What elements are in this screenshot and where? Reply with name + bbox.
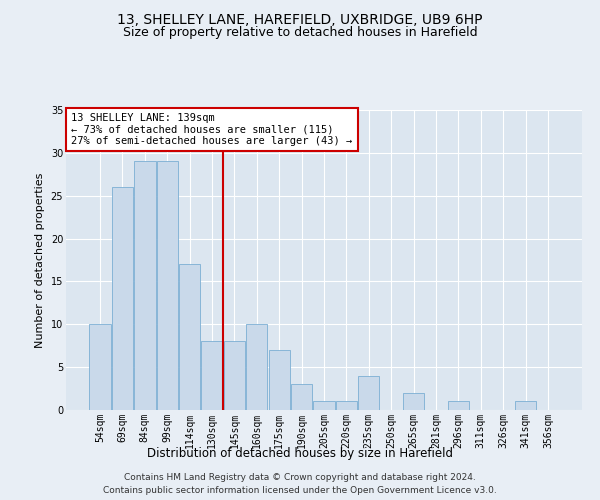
Bar [448, 402, 469, 410]
Bar [269, 350, 290, 410]
Bar [403, 393, 424, 410]
Bar [157, 162, 178, 410]
Bar [291, 384, 312, 410]
Text: Contains HM Land Registry data © Crown copyright and database right 2024.
Contai: Contains HM Land Registry data © Crown c… [103, 474, 497, 495]
Bar [89, 324, 111, 410]
Bar [202, 342, 223, 410]
Bar [336, 402, 357, 410]
Text: Size of property relative to detached houses in Harefield: Size of property relative to detached ho… [122, 26, 478, 39]
Text: 13, SHELLEY LANE, HAREFIELD, UXBRIDGE, UB9 6HP: 13, SHELLEY LANE, HAREFIELD, UXBRIDGE, U… [117, 12, 483, 26]
Bar [246, 324, 268, 410]
Bar [358, 376, 379, 410]
Bar [224, 342, 245, 410]
Text: Distribution of detached houses by size in Harefield: Distribution of detached houses by size … [147, 448, 453, 460]
Bar [313, 402, 335, 410]
Text: 13 SHELLEY LANE: 139sqm
← 73% of detached houses are smaller (115)
27% of semi-d: 13 SHELLEY LANE: 139sqm ← 73% of detache… [71, 113, 352, 146]
Bar [134, 162, 155, 410]
Y-axis label: Number of detached properties: Number of detached properties [35, 172, 45, 348]
Bar [112, 187, 133, 410]
Bar [515, 402, 536, 410]
Bar [179, 264, 200, 410]
